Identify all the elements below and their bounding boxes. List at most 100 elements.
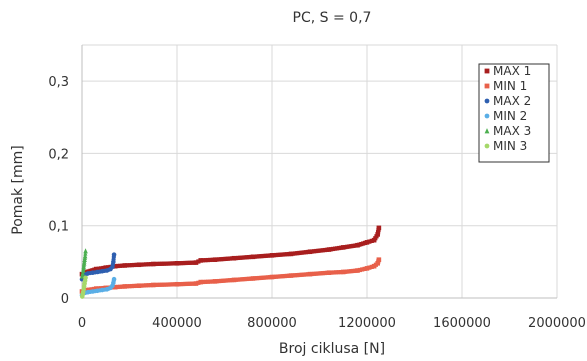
legend-label: MIN 2 bbox=[493, 109, 527, 123]
data-point-fill bbox=[257, 254, 262, 259]
data-point bbox=[376, 225, 382, 231]
data-point-fill bbox=[115, 284, 120, 290]
data-point-fill bbox=[159, 282, 164, 287]
data-point-fill bbox=[255, 254, 260, 259]
data-points bbox=[79, 225, 382, 299]
data-point-fill bbox=[303, 250, 308, 255]
data-point-fill bbox=[318, 248, 323, 253]
data-point-fill bbox=[177, 282, 182, 287]
data-point-fill bbox=[161, 282, 167, 287]
legend-label: MIN 3 bbox=[493, 139, 527, 153]
data-point-fill bbox=[203, 258, 208, 263]
data-point-fill bbox=[208, 279, 213, 284]
legend-label: MIN 1 bbox=[493, 79, 527, 93]
data-point-fill bbox=[253, 254, 258, 259]
data-point-fill bbox=[161, 261, 167, 266]
data-point-fill bbox=[185, 281, 190, 286]
data-point-fill bbox=[282, 273, 287, 279]
data-point-fill bbox=[253, 276, 258, 281]
data-point-fill bbox=[129, 283, 134, 289]
data-point-fill bbox=[196, 259, 201, 264]
data-point-fill bbox=[98, 266, 104, 271]
data-point-fill bbox=[187, 281, 192, 286]
x-tick-label: 0 bbox=[78, 316, 86, 331]
data-point-fill bbox=[117, 263, 123, 268]
data-point-fill bbox=[181, 260, 186, 266]
data-point bbox=[307, 249, 313, 255]
data-point-fill bbox=[179, 282, 184, 287]
data-point-fill bbox=[179, 261, 184, 266]
data-point bbox=[111, 252, 117, 257]
data-point bbox=[288, 273, 294, 278]
data-point-fill bbox=[159, 261, 164, 266]
data-point-fill bbox=[295, 251, 300, 256]
data-point-fill bbox=[263, 275, 268, 280]
data-point bbox=[174, 281, 180, 287]
data-point-fill bbox=[238, 255, 243, 260]
data-point-fill bbox=[127, 284, 132, 289]
data-point-fill bbox=[280, 274, 285, 279]
data-point-fill bbox=[246, 276, 251, 281]
data-point bbox=[150, 261, 156, 267]
data-point-fill bbox=[189, 260, 194, 265]
data-point-fill bbox=[255, 276, 260, 281]
data-point bbox=[122, 263, 128, 268]
data-point-fill bbox=[139, 283, 144, 288]
data-point-fill bbox=[134, 283, 139, 288]
data-point-fill bbox=[234, 277, 239, 282]
data-point-fill bbox=[144, 283, 149, 288]
data-point-fill bbox=[242, 277, 247, 282]
data-point-fill bbox=[164, 261, 169, 266]
data-point-fill bbox=[189, 281, 194, 286]
data-point-fill bbox=[259, 254, 264, 259]
data-point-fill bbox=[240, 255, 245, 260]
data-point-fill bbox=[362, 266, 367, 272]
data-point bbox=[82, 253, 88, 259]
data-point-fill bbox=[284, 273, 289, 279]
data-point-fill bbox=[225, 278, 230, 283]
data-point-fill bbox=[284, 252, 289, 257]
data-point-fill bbox=[106, 265, 111, 270]
data-point-fill bbox=[155, 282, 160, 287]
data-point-fill bbox=[217, 257, 222, 262]
x-tick-labels: 0 400000 800000 1200000 1600000 2000000 bbox=[78, 316, 586, 331]
data-point-fill bbox=[318, 271, 323, 276]
data-point-fill bbox=[144, 262, 149, 267]
data-point bbox=[111, 276, 117, 282]
data-point-fill bbox=[205, 279, 210, 284]
data-point-fill bbox=[153, 282, 158, 288]
data-point-fill bbox=[261, 253, 266, 259]
data-point-fill bbox=[312, 249, 317, 254]
data-point-fill bbox=[369, 264, 374, 270]
data-point bbox=[122, 284, 128, 289]
data-point-fill bbox=[369, 238, 374, 243]
data-point bbox=[193, 281, 199, 286]
data-point bbox=[250, 276, 256, 281]
data-point-fill bbox=[148, 262, 153, 267]
data-point-fill bbox=[299, 272, 304, 277]
data-point bbox=[83, 248, 88, 254]
data-point-fill bbox=[185, 260, 190, 266]
data-point-fill bbox=[234, 255, 239, 261]
data-point-fill bbox=[166, 261, 171, 266]
data-point-fill bbox=[259, 275, 264, 280]
data-point-fill bbox=[293, 251, 298, 256]
data-point-fill bbox=[208, 257, 213, 263]
data-point-fill bbox=[127, 263, 132, 268]
y-tick-labels: 0 0,1 0,2 0,3 bbox=[48, 75, 69, 307]
data-point-fill bbox=[272, 253, 277, 258]
data-point-fill bbox=[329, 270, 334, 275]
data-point-fill bbox=[278, 274, 283, 279]
series-6 bbox=[79, 275, 88, 299]
data-point bbox=[269, 274, 275, 280]
data-point-fill bbox=[187, 260, 192, 265]
data-point-fill bbox=[141, 283, 146, 288]
data-point-fill bbox=[89, 287, 94, 292]
data-point-fill bbox=[205, 257, 210, 263]
data-point-fill bbox=[166, 282, 171, 287]
data-point-fill bbox=[120, 284, 125, 289]
data-point-fill bbox=[360, 267, 365, 272]
data-point-fill bbox=[225, 256, 230, 261]
data-point-fill bbox=[141, 262, 146, 267]
